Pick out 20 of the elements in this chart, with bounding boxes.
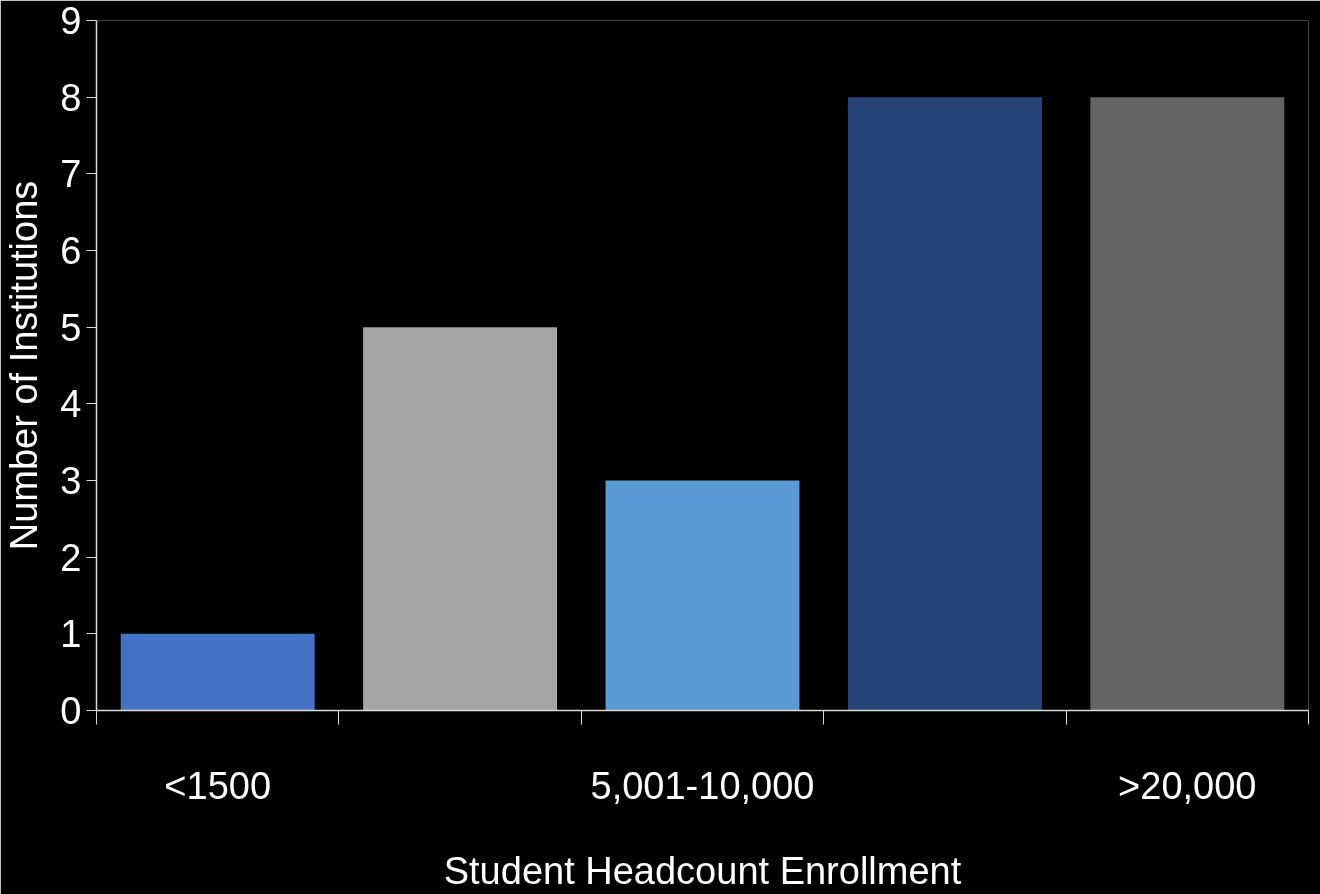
y-axis-title: Number of Institutions [3,180,46,551]
x-tick-label: 5,001-10,000 [590,764,815,807]
bar [605,480,800,711]
y-tick-label: 7 [60,153,82,196]
bar [363,327,558,711]
bar [847,97,1042,711]
y-tick-label: 9 [60,0,82,42]
y-tick-label: 8 [60,76,82,119]
y-tick-label: 1 [60,613,82,656]
y-tick-label: 4 [60,383,82,426]
bar [120,633,315,711]
y-tick-label: 3 [60,460,82,502]
x-tick-label: <1500 [164,764,272,807]
x-tick-label: >20,000 [1118,764,1257,807]
y-tick-label: 5 [60,306,82,349]
y-tick-label: 0 [60,690,82,732]
y-tick-label: 6 [60,230,82,272]
bar [1090,97,1285,711]
x-axis-title: Student Headcount Enrollment [443,849,962,892]
y-tick-label: 2 [60,536,82,579]
